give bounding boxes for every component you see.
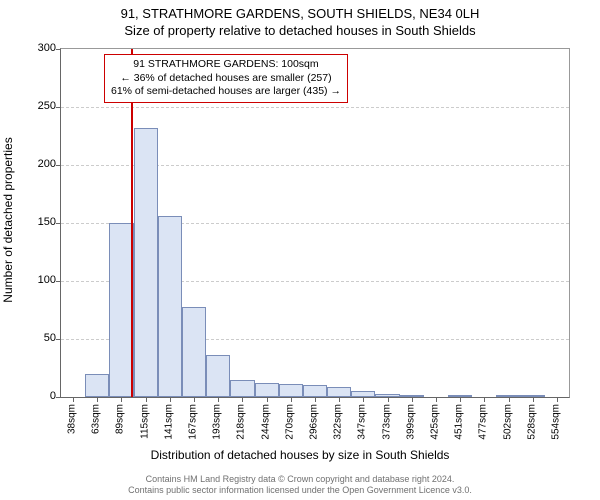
x-tick-label: 425sqm bbox=[429, 404, 440, 440]
page-title-line2: Size of property relative to detached ho… bbox=[0, 21, 600, 38]
x-tick-label: 167sqm bbox=[188, 404, 199, 440]
page-title-line1: 91, STRATHMORE GARDENS, SOUTH SHIELDS, N… bbox=[0, 0, 600, 21]
y-tick-label: 200 bbox=[16, 158, 56, 170]
x-tick bbox=[170, 397, 171, 402]
histogram-bar bbox=[109, 223, 133, 397]
x-tick bbox=[218, 397, 219, 402]
x-tick-label: 270sqm bbox=[284, 404, 295, 440]
x-tick bbox=[315, 397, 316, 402]
x-tick-label: 38sqm bbox=[67, 404, 78, 434]
x-tick-label: 63sqm bbox=[91, 404, 102, 434]
x-tick bbox=[436, 397, 437, 402]
x-tick-label: 347sqm bbox=[357, 404, 368, 440]
x-tick-label: 399sqm bbox=[405, 404, 416, 440]
annotation-line: ← 36% of detached houses are smaller (25… bbox=[111, 72, 341, 86]
footer-attribution: Contains HM Land Registry data © Crown c… bbox=[0, 474, 600, 497]
x-tick-label: 322sqm bbox=[333, 404, 344, 440]
x-axis-label: Distribution of detached houses by size … bbox=[0, 448, 600, 462]
x-tick bbox=[194, 397, 195, 402]
y-tick-label: 300 bbox=[16, 42, 56, 54]
x-tick bbox=[146, 397, 147, 402]
x-tick bbox=[339, 397, 340, 402]
x-tick bbox=[363, 397, 364, 402]
x-tick-label: 218sqm bbox=[236, 404, 247, 440]
x-tick-label: 244sqm bbox=[260, 404, 271, 440]
x-tick-label: 193sqm bbox=[212, 404, 223, 440]
y-tick bbox=[56, 339, 61, 340]
y-tick bbox=[56, 165, 61, 166]
x-tick bbox=[557, 397, 558, 402]
y-tick-label: 0 bbox=[16, 390, 56, 402]
histogram-bar bbox=[206, 355, 230, 397]
histogram-bar bbox=[134, 128, 158, 397]
histogram-bar bbox=[327, 387, 351, 397]
x-tick bbox=[388, 397, 389, 402]
x-tick-label: 528sqm bbox=[526, 404, 537, 440]
histogram-bar bbox=[158, 216, 182, 397]
y-axis-label: Number of detached properties bbox=[1, 137, 15, 302]
x-tick bbox=[484, 397, 485, 402]
gridline bbox=[61, 107, 569, 108]
y-tick-label: 100 bbox=[16, 274, 56, 286]
y-tick bbox=[56, 107, 61, 108]
x-tick bbox=[412, 397, 413, 402]
x-tick-label: 477sqm bbox=[478, 404, 489, 440]
y-tick bbox=[56, 49, 61, 50]
x-tick bbox=[73, 397, 74, 402]
x-tick-label: 502sqm bbox=[502, 404, 513, 440]
y-tick bbox=[56, 223, 61, 224]
histogram-bar bbox=[303, 385, 327, 397]
annotation-box: 91 STRATHMORE GARDENS: 100sqm← 36% of de… bbox=[104, 54, 348, 103]
x-tick-label: 115sqm bbox=[139, 404, 150, 439]
x-tick bbox=[291, 397, 292, 402]
x-tick bbox=[242, 397, 243, 402]
x-tick-label: 141sqm bbox=[163, 404, 174, 440]
x-tick bbox=[533, 397, 534, 402]
y-tick-label: 50 bbox=[16, 332, 56, 344]
histogram-bar bbox=[85, 374, 109, 397]
x-tick bbox=[97, 397, 98, 402]
histogram-bar bbox=[230, 380, 254, 397]
y-tick-label: 150 bbox=[16, 216, 56, 228]
x-tick-label: 89sqm bbox=[115, 404, 126, 434]
histogram-bar bbox=[255, 383, 279, 397]
x-tick-label: 373sqm bbox=[381, 404, 392, 440]
footer-line-1: Contains HM Land Registry data © Crown c… bbox=[0, 474, 600, 485]
y-tick bbox=[56, 397, 61, 398]
x-tick bbox=[509, 397, 510, 402]
y-tick bbox=[56, 281, 61, 282]
annotation-line: 61% of semi-detached houses are larger (… bbox=[111, 85, 341, 99]
x-tick-label: 296sqm bbox=[309, 404, 320, 440]
histogram-bar bbox=[182, 307, 206, 397]
x-tick-label: 451sqm bbox=[454, 404, 465, 440]
histogram-bar bbox=[279, 384, 303, 397]
footer-line-2: Contains public sector information licen… bbox=[0, 485, 600, 496]
y-tick-label: 250 bbox=[16, 100, 56, 112]
x-tick-label: 554sqm bbox=[550, 404, 561, 440]
annotation-line: 91 STRATHMORE GARDENS: 100sqm bbox=[111, 58, 341, 72]
x-tick bbox=[460, 397, 461, 402]
x-tick bbox=[267, 397, 268, 402]
x-tick bbox=[121, 397, 122, 402]
